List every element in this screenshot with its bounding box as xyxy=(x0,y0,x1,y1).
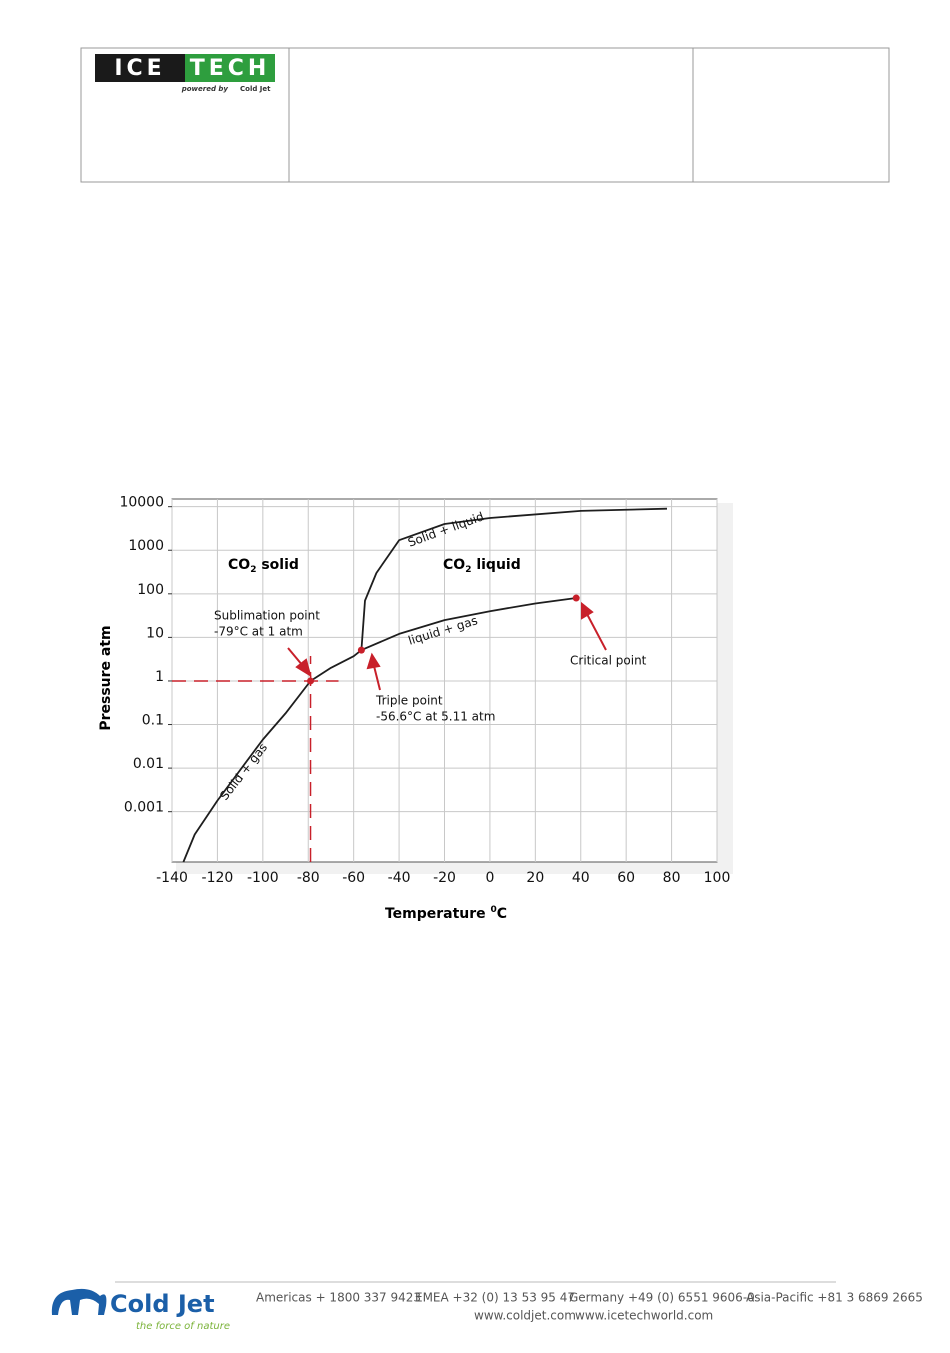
logo-box xyxy=(95,54,185,82)
logo-tagline: Cold Jet xyxy=(240,85,271,93)
point-marker xyxy=(307,677,315,685)
logo-text: ICE xyxy=(114,56,165,81)
footer-contact: Germany +49 (0) 6551 9606-0 xyxy=(569,1291,755,1305)
region-text: solid xyxy=(256,557,298,573)
y-tick-label: 0.1 xyxy=(142,713,164,729)
region-text: CO xyxy=(443,557,465,573)
arrow xyxy=(287,647,304,667)
region-sub: 2 xyxy=(465,565,471,575)
x-tick-label: -60 xyxy=(342,870,365,886)
x-title-sup: 0 xyxy=(491,905,497,915)
footer-contact: Americas + 1800 337 9423 xyxy=(256,1291,421,1305)
point-marker xyxy=(572,594,580,602)
footer-tagline: the force of nature xyxy=(136,1321,230,1332)
point-label: Sublimation point xyxy=(214,609,320,623)
point-note: -56.6°C at 5.11 atm xyxy=(376,710,495,724)
header-table xyxy=(80,47,890,183)
point-marker xyxy=(357,646,365,654)
logo-box xyxy=(185,54,275,82)
region-label: CO2 liquid xyxy=(443,557,521,575)
logo-text: TECH xyxy=(190,56,271,81)
grid: -140 -120 -100 -80 -60 -40 -20 0 20 40 60 80 100 0.00… xyxy=(119,495,730,886)
y-axis-title: Pressure atm xyxy=(98,625,114,730)
y-tick-label: 10 xyxy=(146,625,164,641)
arrow-head xyxy=(581,601,594,620)
y-tick-label: 1000 xyxy=(128,538,164,554)
y-tick-label: 100 xyxy=(137,582,164,598)
logo-tagline: powered by xyxy=(181,85,229,93)
arrow xyxy=(586,613,607,651)
footer-contact: EMEA +32 (0) 13 53 95 47 xyxy=(415,1291,575,1305)
region-text: CO xyxy=(228,557,250,573)
region-label: CO2 solid xyxy=(228,557,299,575)
x-title-text: Temperature xyxy=(385,906,491,922)
y-tick-label: 1 xyxy=(155,669,164,685)
x-tick-label: -120 xyxy=(202,870,234,886)
x-tick-label: 0 xyxy=(485,870,494,886)
x-tick-label: -100 xyxy=(247,870,279,886)
curve xyxy=(182,649,362,863)
x-axis-title: Temperature 0C xyxy=(385,905,507,923)
x-title-unit: C xyxy=(497,906,507,922)
arrow-head xyxy=(366,652,381,670)
x-tick-label: 20 xyxy=(526,870,544,886)
x-tick-label: -40 xyxy=(388,870,411,886)
y-tick-label: 10000 xyxy=(119,495,164,511)
point-label: Critical point xyxy=(570,654,647,668)
arrows xyxy=(287,601,607,691)
x-tick-label: -20 xyxy=(433,870,456,886)
footer-contact: Asia-Pacific +81 3 6869 2665 xyxy=(746,1291,923,1305)
footer-logo-icon xyxy=(51,1288,107,1315)
x-tick-label: 60 xyxy=(617,870,635,886)
curve xyxy=(361,597,577,651)
x-tick-label: 80 xyxy=(663,870,681,886)
y-tick-label: 0.001 xyxy=(124,800,164,816)
x-tick-label: 40 xyxy=(572,870,590,886)
x-tick-label: -80 xyxy=(297,870,320,886)
arrow xyxy=(373,665,381,691)
footer-brand: Cold Jet xyxy=(110,1290,215,1318)
y-tick-label: 0.01 xyxy=(133,756,164,772)
point-label: Triple point xyxy=(375,694,443,708)
footer-website: www.coldjet.com xyxy=(474,1309,576,1323)
x-tick-label: -140 xyxy=(156,870,188,886)
plot xyxy=(172,507,668,863)
point-note: -79°C at 1 atm xyxy=(214,625,303,639)
region-text: liquid xyxy=(471,557,520,573)
arrow-head xyxy=(295,658,312,678)
footer-website: www.icetechworld.com xyxy=(575,1309,713,1323)
region-sub: 2 xyxy=(250,565,256,575)
curve xyxy=(360,507,668,651)
x-tick-label: 100 xyxy=(704,870,731,886)
